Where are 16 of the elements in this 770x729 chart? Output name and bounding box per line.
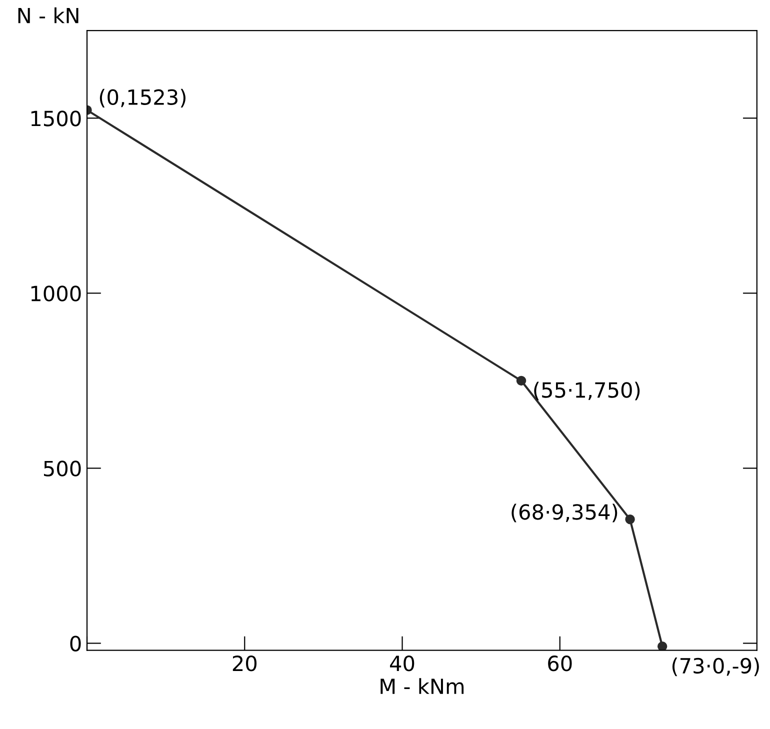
y-tick-label: 1000 [31, 286, 81, 302]
annotation: (0,1523) [100, 88, 186, 108]
annotation: (55·1,750) [534, 382, 640, 400]
annotation: (68·9,354) [512, 504, 618, 522]
x-tick-label: 60 [548, 655, 572, 672]
y-tick-label: 1500 [31, 110, 81, 126]
point [516, 376, 526, 386]
y-tick-label: 500 [44, 460, 81, 476]
x-tick-label: 40 [390, 655, 414, 672]
x-tick-label: 20 [232, 655, 257, 672]
point [625, 514, 635, 524]
x-axis-title: M - kNm [380, 678, 464, 694]
y-tick-label: 0 [70, 636, 81, 652]
y-axis-title: N - kN [18, 7, 78, 24]
annotation: (73·0,-9) [672, 658, 759, 676]
point [657, 642, 668, 650]
